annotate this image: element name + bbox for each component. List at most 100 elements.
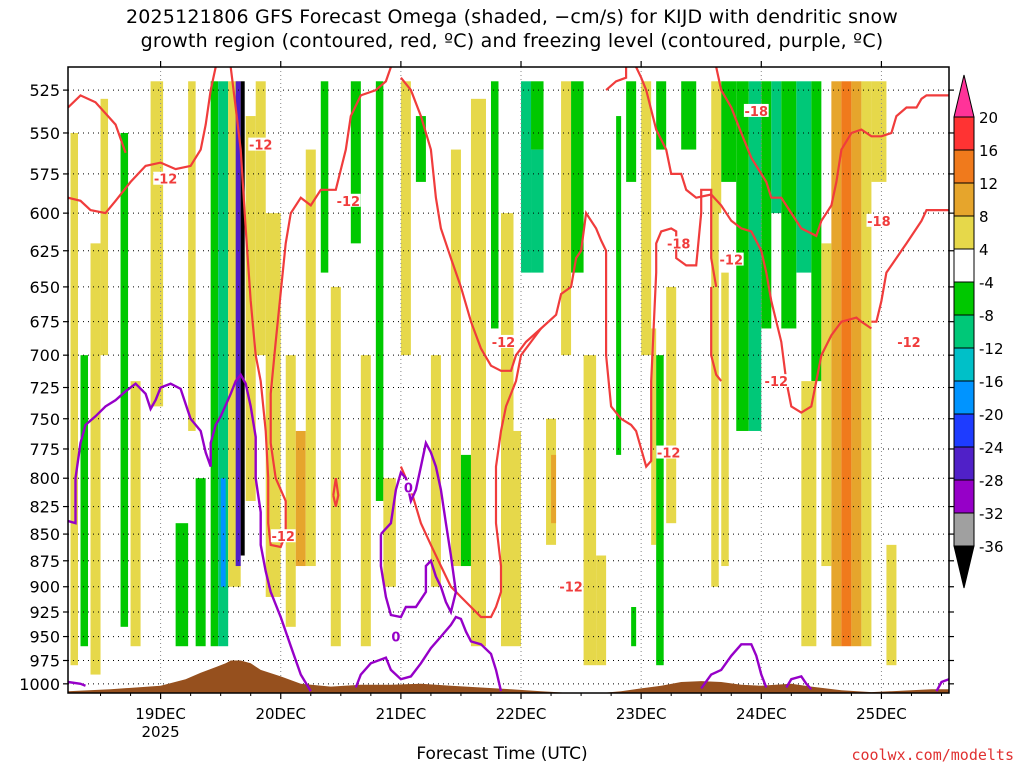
x-year-label: 2025 <box>142 723 180 741</box>
omega-shade-region <box>175 523 189 647</box>
omega-shade-region <box>831 81 842 647</box>
omega-shade-region <box>721 81 737 182</box>
dgz-contour-label: -12 <box>154 173 178 188</box>
omega-shade-region <box>721 272 729 567</box>
omega-shade-region <box>305 149 316 567</box>
dgz-contour-line <box>400 77 608 372</box>
y-tick-label: 975 <box>29 652 60 671</box>
omega-shade-region <box>500 213 514 647</box>
dgz-contour-label: -12 <box>249 139 273 154</box>
colorbar-bottom-arrow <box>953 545 975 589</box>
omega-shade-region <box>70 132 79 666</box>
colorbar-segment <box>953 281 975 316</box>
omega-shade-region <box>220 478 226 587</box>
y-tick-label: 650 <box>29 278 60 297</box>
dgz-contour-line <box>710 286 723 382</box>
dgz-contour-label: -12 <box>897 336 921 351</box>
dgz-contour-label: -12 <box>492 336 516 351</box>
dgz-contour-line <box>68 94 127 154</box>
omega-shade-region <box>656 355 664 666</box>
x-tick-label: 24DEC <box>736 705 787 723</box>
omega-shade-region <box>150 81 164 407</box>
y-tick-label: 1000 <box>19 675 60 694</box>
omega-shade-region <box>350 81 361 244</box>
omega-shade-region <box>531 81 544 150</box>
x-tick-label: 23DEC <box>616 705 667 723</box>
omega-shade-region <box>375 81 384 501</box>
x-tick-label: 22DEC <box>496 705 547 723</box>
freezing-level-contour <box>785 675 813 691</box>
omega-shade-region <box>360 355 371 647</box>
colorbar-label: -24 <box>979 439 1004 457</box>
dgz-contour-label-bg <box>558 579 584 593</box>
dgz-contour-line <box>332 478 340 507</box>
omega-shade-region <box>886 544 897 666</box>
colorbar-label: 12 <box>979 175 998 193</box>
plot-area: -12 -12 -12 -12 -12 -12 -12 -18 -12 -18 -12 -18 -12 0… <box>68 67 949 693</box>
omega-shade-region <box>571 81 584 273</box>
omega-shade-region <box>681 81 697 150</box>
omega-shade-region <box>771 81 782 214</box>
chart-title-line-1: 2025121806 GFS Forecast Omega (shaded, −… <box>125 6 899 28</box>
omega-shade-region <box>295 430 306 567</box>
omega-shade-region <box>470 98 486 647</box>
dgz-contour-label: -12 <box>720 254 744 269</box>
colorbar-label: -28 <box>979 472 1004 490</box>
omega-shade-region <box>80 355 89 647</box>
x-tick-label: 25DEC <box>856 705 907 723</box>
dgz-contour-label: -18 <box>745 105 769 120</box>
dgz-contour-line <box>68 67 217 215</box>
y-tick-label: 600 <box>29 204 60 223</box>
colorbar-label: 16 <box>979 142 998 160</box>
credit-link[interactable]: coolwx.com/modelts <box>851 746 1014 764</box>
dgz-contour-label: -12 <box>337 195 361 210</box>
freezing-level-contour <box>354 615 503 692</box>
y-tick-label: 925 <box>29 603 60 622</box>
omega-shade-region <box>120 132 129 627</box>
dgz-contour-label-bg <box>153 171 179 185</box>
terrain-surface <box>68 660 949 693</box>
y-tick-label: 575 <box>29 165 60 184</box>
freezing-contour-label: 0 <box>404 481 413 496</box>
dgz-contour-label: -18 <box>867 215 891 230</box>
dgz-contour-line <box>871 209 949 323</box>
colorbar-segment <box>953 116 975 151</box>
colorbar-segment <box>953 479 975 514</box>
omega-shade-region <box>871 81 887 182</box>
colorbar-label: -4 <box>979 274 994 292</box>
y-tick-label: 525 <box>29 81 60 100</box>
y-tick-label: 875 <box>29 552 60 571</box>
colorbar-segment <box>953 248 975 283</box>
colorbar-segment <box>953 512 975 547</box>
omega-shade-region <box>240 81 245 556</box>
omega-shade-region <box>583 355 597 666</box>
y-tick-label: 700 <box>29 346 60 365</box>
x-axis-label: Forecast Time (UTC) <box>416 744 588 764</box>
y-tick-label: 550 <box>29 124 60 143</box>
omega-shade-region <box>761 81 772 329</box>
dgz-contour-label-bg <box>666 236 692 250</box>
colorbar-label: -36 <box>979 538 1004 556</box>
colorbar-label: -20 <box>979 406 1004 424</box>
y-tick-label: 775 <box>29 440 60 459</box>
dgz-contour-label-bg <box>270 529 296 543</box>
x-tick-label: 21DEC <box>376 705 427 723</box>
dgz-contour-label-bg <box>335 193 361 207</box>
dgz-contour-line <box>635 67 873 414</box>
omega-shade-region <box>255 81 266 356</box>
omega-shade-region <box>796 81 812 273</box>
colorbar-label: -32 <box>979 505 1004 523</box>
colorbar-label: -12 <box>979 340 1004 358</box>
omega-shade-region <box>330 286 341 647</box>
omega-shade-region <box>490 81 499 329</box>
colorbar-label: 20 <box>979 109 998 127</box>
omega-shade-region <box>651 328 657 545</box>
freezing-level-contour <box>935 678 949 692</box>
omega-shade-region <box>711 81 722 214</box>
omega-shade-region <box>616 116 622 455</box>
omega-shade-region <box>90 243 101 675</box>
freezing-contour-label: 0 <box>391 631 400 646</box>
y-tick-label: 950 <box>29 628 60 647</box>
dgz-contour-line <box>399 327 542 619</box>
omega-shade-region <box>631 607 637 647</box>
